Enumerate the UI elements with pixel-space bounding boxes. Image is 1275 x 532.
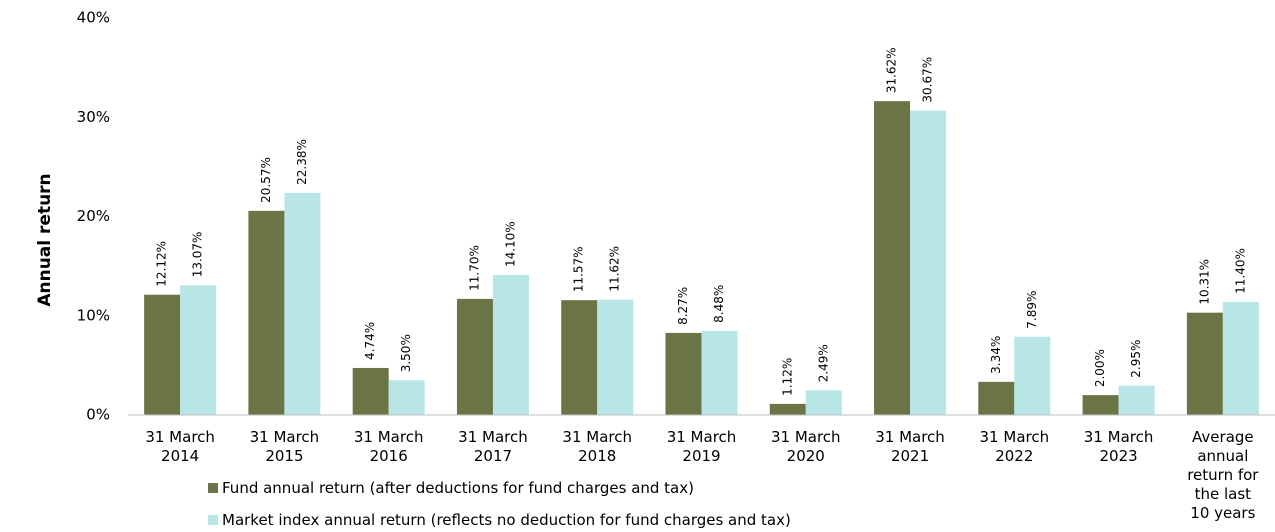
value-label: 4.74% xyxy=(363,322,377,360)
value-label: 12.12% xyxy=(155,241,169,287)
value-label: 13.07% xyxy=(191,232,205,278)
bar xyxy=(769,403,806,415)
value-label: 14.10% xyxy=(503,221,517,267)
value-label: 2.49% xyxy=(816,344,830,382)
bar xyxy=(978,381,1015,415)
bar xyxy=(456,298,493,415)
bar xyxy=(388,380,425,415)
value-label: 1.12% xyxy=(780,358,794,396)
x-tick-label: 31 March 2021 xyxy=(875,428,945,465)
legend-label: Market index annual return (reflects no … xyxy=(222,511,791,529)
value-label: 31.62% xyxy=(885,47,899,93)
bar xyxy=(352,367,389,415)
x-tick-label: 31 March 2023 xyxy=(1083,428,1154,465)
x-tick-label: Average annual return for the last 10 ye… xyxy=(1187,428,1259,522)
y-tick-label: 10% xyxy=(77,306,110,324)
bar xyxy=(180,285,217,415)
y-tick-label: 20% xyxy=(77,207,110,225)
x-tick-label: 31 March 2018 xyxy=(562,428,633,465)
bar xyxy=(492,275,529,415)
value-label: 7.89% xyxy=(1025,291,1039,329)
y-tick-label: 30% xyxy=(77,108,110,126)
bar xyxy=(1014,336,1051,415)
legend-label: Fund annual return (after deductions for… xyxy=(222,479,694,497)
bar xyxy=(284,192,321,415)
value-label: 22.38% xyxy=(295,139,309,185)
y-tick-label: 0% xyxy=(86,406,110,424)
bar xyxy=(1118,385,1155,415)
value-label: 10.31% xyxy=(1197,259,1211,305)
bar xyxy=(144,294,181,415)
value-label: 30.67% xyxy=(921,57,935,103)
bar xyxy=(874,101,911,415)
x-tick-label: 31 March 2020 xyxy=(770,428,841,465)
value-label: 3.34% xyxy=(989,336,1003,374)
bar xyxy=(1186,312,1223,415)
bar xyxy=(805,390,842,415)
x-tick-label: 31 March 2014 xyxy=(145,428,215,465)
legend-item: Market index annual return (reflects no … xyxy=(208,511,791,529)
value-label: 11.57% xyxy=(572,246,586,292)
y-tick-label: 40% xyxy=(77,9,110,27)
value-label: 2.00% xyxy=(1093,349,1107,387)
x-tick-label: 31 March 2015 xyxy=(249,428,320,465)
value-label: 11.40% xyxy=(1233,248,1247,294)
x-tick-label: 31 March 2022 xyxy=(979,428,1050,465)
x-tick-label: 31 March 2019 xyxy=(666,428,737,465)
value-label: 8.48% xyxy=(712,285,726,323)
value-label: 3.50% xyxy=(399,334,413,372)
value-label: 11.62% xyxy=(608,246,622,292)
bar xyxy=(665,332,702,415)
y-axis-label: Annual return xyxy=(35,173,55,306)
legend-swatch xyxy=(208,515,218,525)
bar xyxy=(1222,301,1259,415)
value-label: 8.27% xyxy=(676,287,690,325)
legend-item: Fund annual return (after deductions for… xyxy=(208,479,694,497)
bar xyxy=(701,330,738,415)
bar xyxy=(910,110,947,415)
bar xyxy=(1082,395,1119,415)
value-label: 11.70% xyxy=(467,245,481,291)
legend-swatch xyxy=(208,483,218,493)
value-label: 2.95% xyxy=(1129,340,1143,378)
bar xyxy=(597,299,634,415)
bar xyxy=(248,210,285,415)
x-tick-label: 31 March 2016 xyxy=(353,428,424,465)
value-label: 20.57% xyxy=(259,157,273,203)
bar xyxy=(561,300,598,415)
x-tick-label: 31 March 2017 xyxy=(458,428,528,465)
